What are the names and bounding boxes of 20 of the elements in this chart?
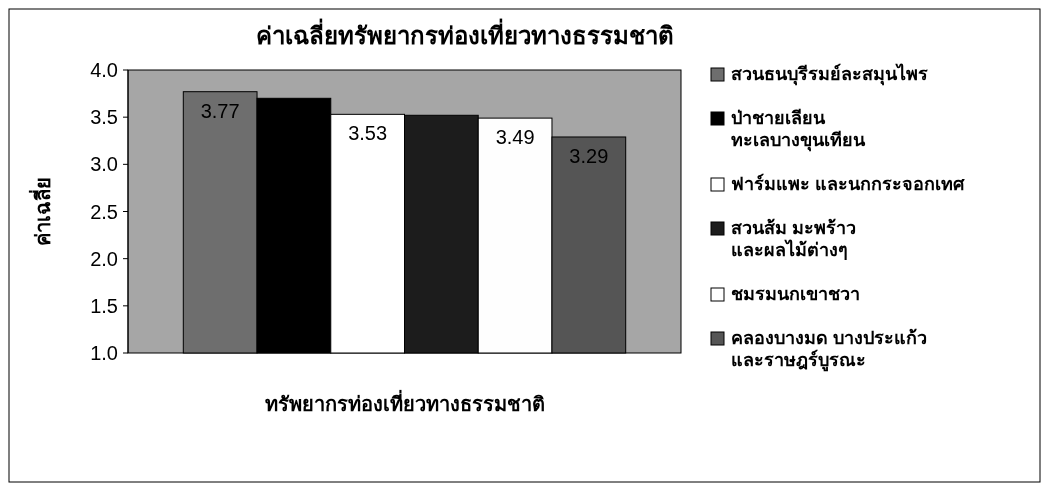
- legend-label: ฟาร์มแพะ และนกกระจอกเทศ: [731, 173, 965, 194]
- y-tick-label: 3.5: [90, 106, 118, 129]
- legend-label: ป่าชายเลียน ทะเลบางขุนเทียน: [731, 108, 866, 152]
- y-tick-label: 4.0: [90, 59, 118, 81]
- legend-label: สวนส้ม มะพร้าว และผลไม้ต่างๆ: [731, 218, 857, 260]
- y-tick-label: 1.5: [90, 294, 118, 317]
- legend-label: คลองบางมด บางประแก้ว และราษฎร์บูรณะ: [731, 328, 928, 372]
- y-tick-label: 2.5: [90, 200, 118, 223]
- data-label: 3.53: [348, 122, 388, 145]
- legend-label: ชมรมนกเขาชวา: [731, 284, 860, 304]
- data-label: 3.77: [200, 99, 240, 122]
- y-axis-title: ค่าเฉลี่ย: [28, 177, 54, 246]
- x-axis-title: ทรัพยากรท่องเที่ยวทางธรรมชาติ: [264, 389, 545, 415]
- y-tick-label: 3.0: [90, 153, 118, 176]
- legend-label: สวนธนบุรีรมย์ละสมุนไพร: [731, 63, 928, 86]
- y-tick-label: 1.0: [90, 342, 118, 364]
- data-label: 3.29: [569, 144, 609, 167]
- chart-title: ค่าเฉลี่ยทรัพยากรท่องเที่ยวทางธรรมชาติ: [255, 18, 674, 49]
- y-tick-label: 2.0: [90, 247, 118, 270]
- data-label: 3.49: [495, 126, 535, 149]
